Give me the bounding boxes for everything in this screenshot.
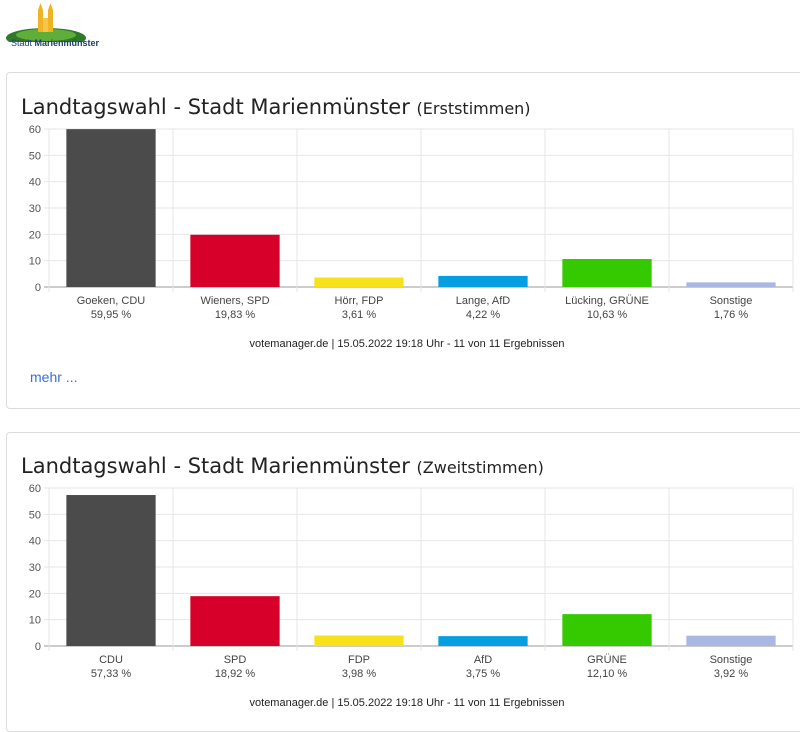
chart-title: Landtagswahl - Stadt Marienmünster: [21, 95, 410, 119]
bar: [562, 614, 652, 646]
city-logo[interactable]: Stadt Marienmünster: [6, 2, 106, 50]
bar: [438, 636, 528, 646]
logo-text-name: Marienmünster: [34, 38, 100, 48]
y-tick-label: 20: [29, 588, 41, 600]
bar: [438, 275, 528, 287]
y-tick-label: 10: [29, 256, 41, 268]
chart-subtitle: (Erststimmen): [416, 99, 531, 118]
bar-chart-zweitstimmen: 0 10 20 30 40 50 60 CDU 57,33 % SPD 18,92 % FDP 3,98…: [29, 483, 794, 680]
y-tick-label: 40: [29, 177, 41, 189]
card-title: Landtagswahl - Stadt Marienmünster (Erst…: [21, 95, 531, 119]
logo-text-prefix: Stadt: [11, 38, 33, 48]
percent-label: 3,98 %: [342, 668, 376, 680]
result-card-zweitstimmen: Landtagswahl - Stadt Marienmünster (Zwei…: [6, 432, 800, 732]
category-label: Lücking, GRÜNE: [565, 295, 649, 307]
category-label: Sonstige: [710, 654, 753, 666]
bar-chart-erststimmen: 0 10 20 30 40 50 60 Goeken, CDU 59,95 % Wieners, …: [29, 124, 794, 321]
y-tick-label: 40: [29, 536, 41, 548]
bar: [66, 495, 156, 646]
y-tick-label: 30: [29, 562, 41, 574]
y-tick-label: 10: [29, 615, 41, 627]
percent-label: 3,92 %: [714, 668, 748, 680]
chart-subtitle: (Zweitstimmen): [416, 458, 544, 477]
result-card-erststimmen: Landtagswahl - Stadt Marienmünster (Erst…: [6, 72, 800, 409]
y-tick-label: 50: [29, 150, 41, 162]
bar: [686, 282, 776, 287]
percent-label: 12,10 %: [587, 668, 628, 680]
bar: [686, 635, 776, 646]
percent-label: 10,63 %: [587, 309, 628, 321]
percent-label: 3,75 %: [466, 668, 500, 680]
category-label: SPD: [224, 654, 247, 666]
chart-footer: votemanager.de | 15.05.2022 19:18 Uhr - …: [249, 338, 565, 350]
chart-title: Landtagswahl - Stadt Marienmünster: [21, 454, 410, 478]
y-tick-label: 60: [29, 483, 41, 495]
category-label: CDU: [99, 654, 123, 666]
y-tick-label: 20: [29, 229, 41, 241]
bar: [314, 277, 404, 287]
percent-label: 59,95 %: [91, 309, 132, 321]
bar: [190, 596, 280, 646]
percent-label: 18,92 %: [215, 668, 256, 680]
category-label: AfD: [474, 654, 492, 666]
y-tick-label: 60: [29, 124, 41, 136]
category-label: FDP: [348, 654, 370, 666]
percent-label: 4,22 %: [466, 309, 500, 321]
y-tick-label: 50: [29, 509, 41, 521]
bar: [190, 234, 280, 287]
y-tick-label: 30: [29, 203, 41, 215]
more-link[interactable]: mehr ...: [30, 369, 78, 385]
y-tick-label: 0: [35, 282, 41, 294]
percent-label: 1,76 %: [714, 309, 748, 321]
y-tick-label: 0: [35, 641, 41, 653]
percent-label: 57,33 %: [91, 668, 132, 680]
bar: [314, 635, 404, 646]
bar: [562, 259, 652, 287]
percent-label: 19,83 %: [215, 309, 256, 321]
logo-emblem-icon: [6, 3, 86, 42]
category-label: Lange, AfD: [456, 295, 510, 307]
logo-text: Stadt Marienmünster: [11, 38, 99, 48]
chart-footer: votemanager.de | 15.05.2022 19:18 Uhr - …: [249, 697, 565, 709]
category-label: Hörr, FDP: [335, 295, 384, 307]
category-label: GRÜNE: [587, 654, 627, 666]
percent-label: 3,61 %: [342, 309, 376, 321]
card-title: Landtagswahl - Stadt Marienmünster (Zwei…: [21, 454, 544, 478]
category-label: Wieners, SPD: [200, 295, 269, 307]
category-label: Sonstige: [710, 295, 753, 307]
bar: [66, 129, 156, 287]
category-label: Goeken, CDU: [77, 295, 146, 307]
